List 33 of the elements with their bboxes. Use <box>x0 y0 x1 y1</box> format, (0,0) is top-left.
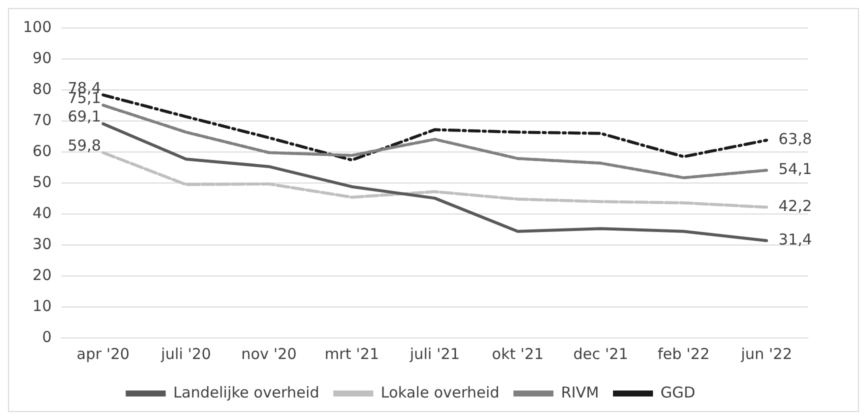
legend-label: Lokale overheid <box>380 383 500 402</box>
y-tick-label: 20 <box>32 266 52 284</box>
x-tick-label: feb '22 <box>658 344 710 363</box>
x-tick-label: apr '20 <box>76 344 130 363</box>
line-series <box>102 104 768 180</box>
legend-label: RIVM <box>560 383 599 402</box>
legend-label: Landelijke overheid <box>173 383 320 402</box>
y-tick-label: 10 <box>32 296 52 315</box>
data-label: 54,1 <box>778 160 812 178</box>
data-label: 69,1 <box>68 108 102 126</box>
y-tick-label: 90 <box>32 48 52 67</box>
y-tick-label: 70 <box>32 110 52 129</box>
data-label: 42,2 <box>778 197 812 216</box>
line-series <box>102 151 768 209</box>
y-tick-label: 50 <box>32 172 52 191</box>
y-tick-label: 80 <box>32 80 52 98</box>
y-tick-label: 30 <box>32 234 52 253</box>
x-tick-label: juli '20 <box>160 344 212 363</box>
line-series <box>102 93 768 162</box>
x-tick-label: juli '21 <box>408 344 460 363</box>
y-tick-label: 0 <box>42 328 52 346</box>
data-label: 31,4 <box>778 230 812 249</box>
y-tick-label: 100 <box>22 18 52 36</box>
x-tick-label: dec '21 <box>573 344 628 363</box>
data-label: 59,8 <box>68 136 102 155</box>
x-tick-label: okt '21 <box>492 344 544 363</box>
legend-label: GGD <box>660 383 696 402</box>
x-tick-label: mrt '21 <box>324 344 380 363</box>
x-tick-label: jun '22 <box>740 344 792 363</box>
y-tick-label: 40 <box>32 204 52 222</box>
data-label: 63,8 <box>778 130 812 148</box>
x-tick-label: nov '20 <box>241 344 297 363</box>
y-tick-label: 60 <box>32 142 52 160</box>
